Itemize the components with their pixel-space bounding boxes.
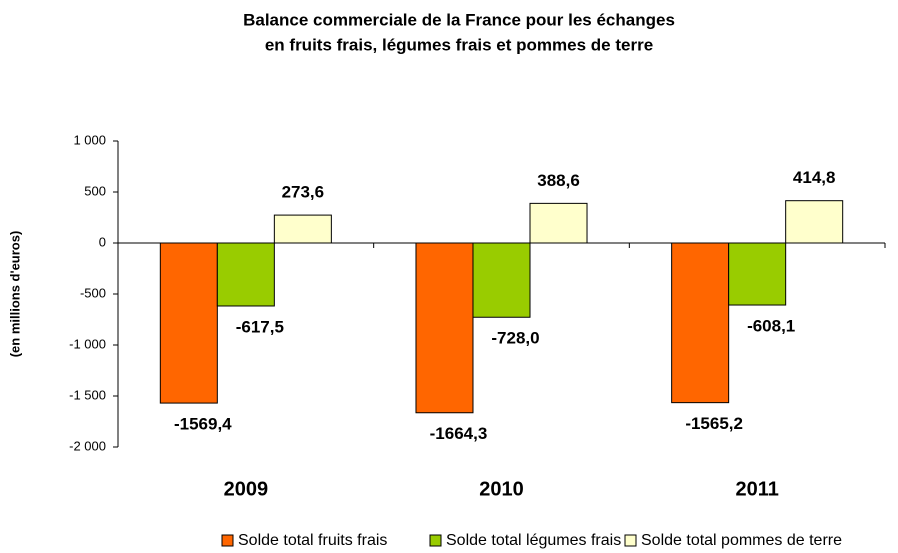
value-label: -1565,2 xyxy=(685,414,743,433)
value-label: -608,1 xyxy=(747,317,795,336)
value-label: 414,8 xyxy=(793,168,836,187)
bar xyxy=(671,242,730,404)
chart-title: en fruits frais, légumes frais et pommes… xyxy=(265,35,653,54)
y-tick-label: -1 500 xyxy=(69,387,106,402)
bar xyxy=(415,242,474,414)
y-tick-label: -1 000 xyxy=(69,336,106,351)
legend-swatch xyxy=(221,534,234,547)
bar xyxy=(273,214,332,244)
x-tick-label: 2010 xyxy=(479,478,524,500)
y-tick-label: -2 000 xyxy=(69,438,106,453)
y-tick-label: -500 xyxy=(80,285,106,300)
bar xyxy=(728,242,787,306)
value-label: 273,6 xyxy=(282,183,325,202)
bar xyxy=(529,202,588,244)
legend-label: Solde total légumes frais xyxy=(446,532,621,549)
x-tick-label: 2009 xyxy=(224,478,269,500)
value-label: -1664,3 xyxy=(430,424,488,443)
y-tick-label: 500 xyxy=(84,183,106,198)
y-tick-label: 0 xyxy=(99,234,106,249)
value-label: -617,5 xyxy=(236,317,284,336)
chart-title: Balance commerciale de la France pour le… xyxy=(243,10,675,29)
legend-label: Solde total fruits frais xyxy=(238,532,387,549)
y-tick-label: 1 000 xyxy=(73,132,106,147)
legend-swatch xyxy=(429,534,442,547)
value-label: -728,0 xyxy=(491,329,539,348)
value-label: -1569,4 xyxy=(174,415,232,434)
bar xyxy=(472,242,531,318)
legend-swatch xyxy=(624,534,637,547)
bar xyxy=(159,242,218,404)
y-axis-label: (en millions d'euros) xyxy=(7,231,22,358)
value-label: 388,6 xyxy=(537,171,580,190)
bar xyxy=(216,242,275,307)
legend-label: Solde total pommes de terre xyxy=(641,532,842,549)
bar xyxy=(785,200,844,244)
x-tick-label: 2011 xyxy=(735,478,778,500)
